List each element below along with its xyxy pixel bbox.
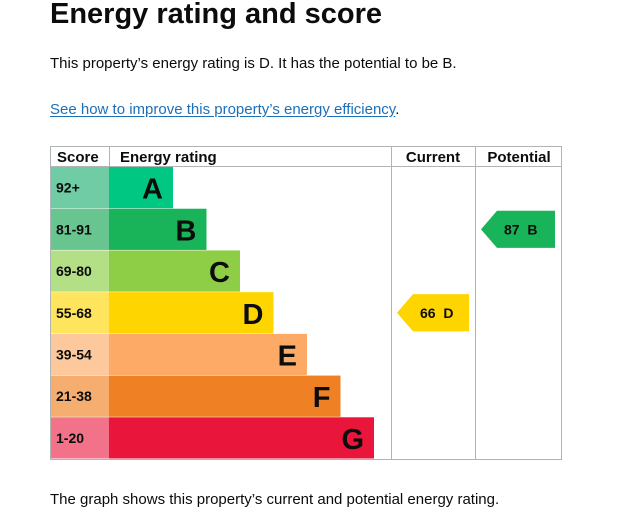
rating-bar-a bbox=[109, 167, 173, 209]
rating-bar-d bbox=[109, 292, 274, 334]
rating-letter-c: C bbox=[209, 257, 230, 289]
page-title: Energy rating and score bbox=[50, 0, 382, 30]
header-potential: Potential bbox=[487, 149, 550, 166]
score-cell-f bbox=[51, 375, 109, 417]
score-range-f: 21-38 bbox=[56, 388, 92, 404]
score-cell-b bbox=[51, 208, 109, 250]
current-rating-arrow bbox=[397, 294, 469, 332]
rating-letter-b: B bbox=[176, 215, 197, 247]
header-score: Score bbox=[57, 149, 99, 166]
score-range-b: 81-91 bbox=[56, 221, 92, 237]
improve-efficiency-link[interactable]: See how to improve this property’s energ… bbox=[50, 101, 396, 118]
score-cell-e bbox=[51, 333, 109, 376]
header-energy-rating: Energy rating bbox=[120, 149, 217, 166]
potential-rating-arrow bbox=[481, 210, 555, 248]
potential-rating-label: 87 B bbox=[504, 221, 537, 237]
rating-letter-f: F bbox=[313, 382, 331, 414]
rating-summary: This property’s energy rating is D. It h… bbox=[50, 55, 457, 72]
score-range-g: 1-20 bbox=[56, 430, 84, 446]
rating-letter-a: A bbox=[142, 174, 163, 206]
score-range-e: 39-54 bbox=[56, 346, 92, 362]
score-range-c: 69-80 bbox=[56, 263, 92, 279]
score-cell-c bbox=[51, 250, 109, 292]
rating-bar-c bbox=[109, 250, 240, 292]
rating-bar-g bbox=[109, 417, 374, 459]
rating-bar-b bbox=[109, 208, 207, 250]
score-cell-g bbox=[51, 417, 109, 459]
current-rating-label: 66 D bbox=[420, 305, 453, 321]
chart-border bbox=[50, 146, 562, 460]
score-range-a: 92+ bbox=[56, 180, 80, 196]
rating-letter-d: D bbox=[243, 299, 264, 331]
graph-description: The graph shows this property’s current … bbox=[50, 491, 500, 508]
rating-letter-e: E bbox=[278, 340, 297, 372]
rating-bar-e bbox=[109, 333, 307, 376]
rating-letter-g: G bbox=[341, 424, 364, 456]
score-cell-a bbox=[51, 167, 109, 209]
improve-paragraph: See how to improve this property’s energ… bbox=[50, 100, 399, 120]
improve-link-suffix: . bbox=[395, 101, 400, 118]
rating-bar-f bbox=[109, 375, 341, 417]
header-current: Current bbox=[406, 149, 460, 166]
score-cell-d bbox=[51, 292, 109, 334]
score-range-d: 55-68 bbox=[56, 305, 92, 321]
